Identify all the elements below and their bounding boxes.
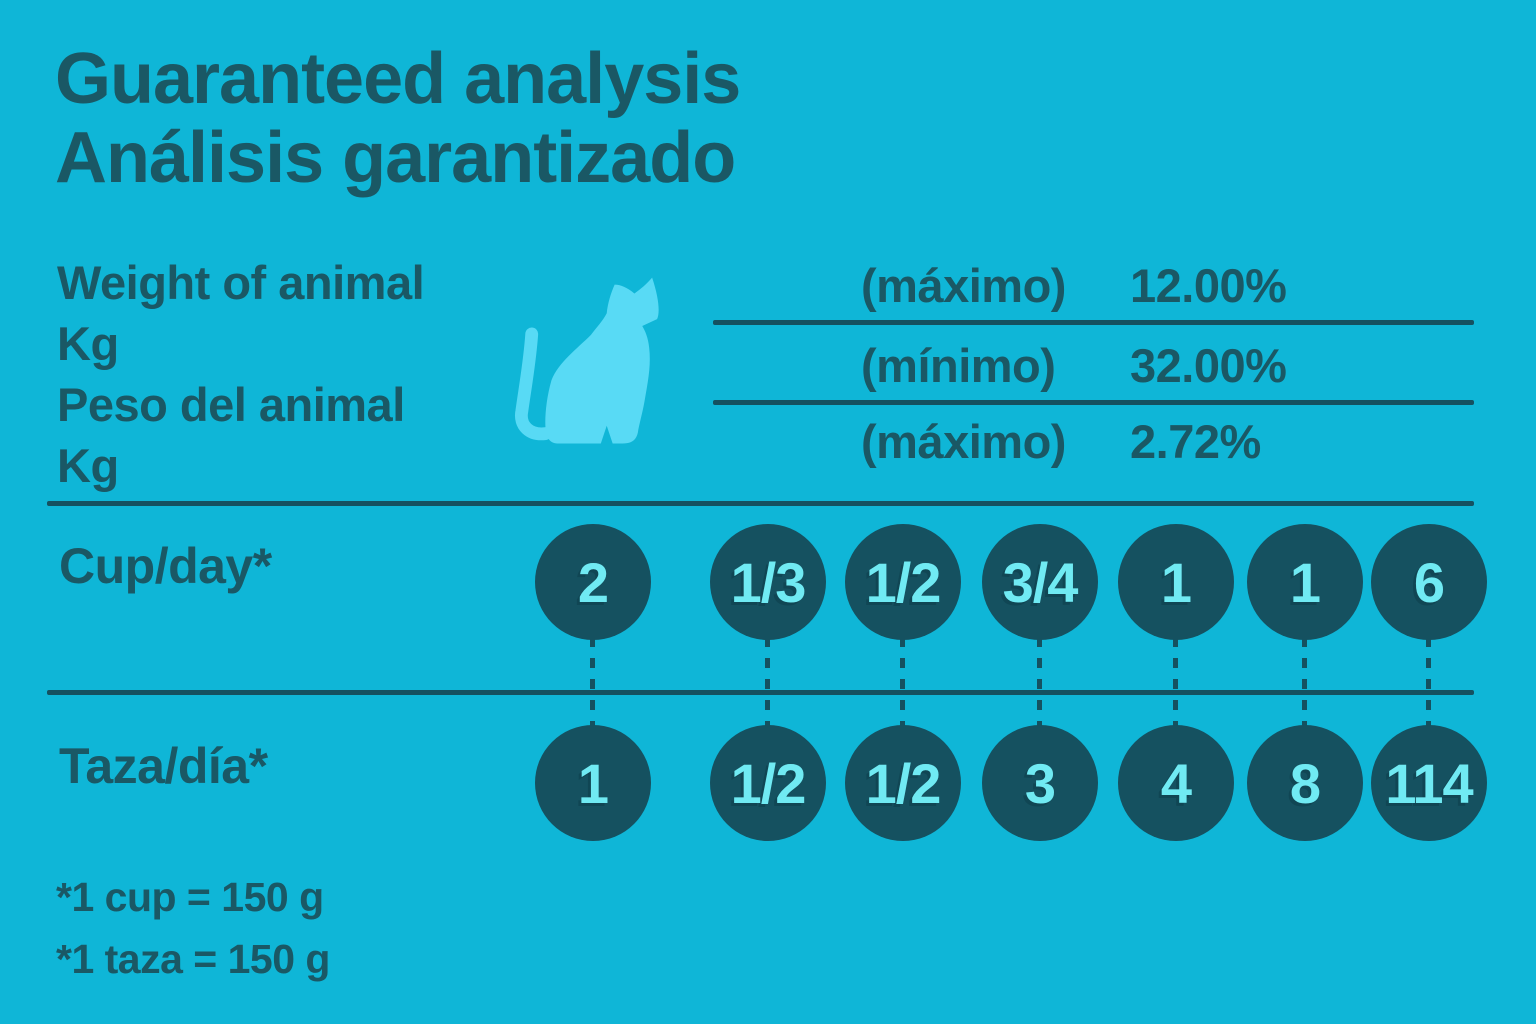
cup-value-badge: 6: [1371, 524, 1487, 640]
page-title: Guaranteed analysis Análisis garantizado: [55, 39, 741, 198]
divider-analysis-1: [713, 320, 1474, 325]
taza-value-badge: 8: [1247, 725, 1363, 841]
taza-per-day-label: Taza/día*: [59, 738, 268, 794]
dotted-connector: [1426, 637, 1431, 729]
dotted-connector: [1173, 637, 1178, 729]
cat-silhouette-icon: [512, 272, 662, 458]
divider-section-top: [47, 501, 1474, 506]
dotted-connector: [900, 637, 905, 729]
title-line-en: Guaranteed analysis: [55, 39, 741, 119]
title-line-es: Análisis garantizado: [55, 118, 736, 198]
taza-value-badge: 1/2: [845, 725, 961, 841]
analysis-qualifier-1: (máximo): [861, 259, 1066, 312]
analysis-qualifier-2: (mínimo): [861, 339, 1056, 392]
dotted-connector: [590, 637, 595, 729]
analysis-value-3: 2.72%: [1130, 415, 1261, 468]
footnote-cup: *1 cup = 150 g: [56, 874, 324, 920]
weight-unit-en: Kg: [57, 317, 119, 370]
taza-value-badge: 114: [1371, 725, 1487, 841]
analysis-qualifier-3: (máximo): [861, 415, 1066, 468]
dotted-connector: [1037, 637, 1042, 729]
cup-value-badge: 1: [1247, 524, 1363, 640]
cup-value-badge: 1/3: [710, 524, 826, 640]
analysis-value-1: 12.00%: [1130, 259, 1287, 312]
weight-label-es: Peso del animal: [57, 378, 405, 431]
cup-per-day-label: Cup/day*: [59, 538, 272, 594]
divider-section-middle: [47, 690, 1474, 695]
taza-value-badge: 3: [982, 725, 1098, 841]
footnote-taza: *1 taza = 150 g: [56, 936, 330, 982]
taza-value-badge: 1: [535, 725, 651, 841]
divider-analysis-2: [713, 400, 1474, 405]
analysis-value-2: 32.00%: [1130, 339, 1287, 392]
weight-unit-es: Kg: [57, 439, 119, 492]
cup-value-badge: 3/4: [982, 524, 1098, 640]
weight-label-block: Weight of animal Kg Peso del animal Kg: [57, 252, 425, 496]
weight-label-en: Weight of animal: [57, 256, 425, 309]
dotted-connector: [1302, 637, 1307, 729]
dotted-connector: [765, 637, 770, 729]
taza-value-badge: 1/2: [710, 725, 826, 841]
taza-value-badge: 4: [1118, 725, 1234, 841]
cup-value-badge: 2: [535, 524, 651, 640]
cup-value-badge: 1/2: [845, 524, 961, 640]
cup-value-badge: 1: [1118, 524, 1234, 640]
